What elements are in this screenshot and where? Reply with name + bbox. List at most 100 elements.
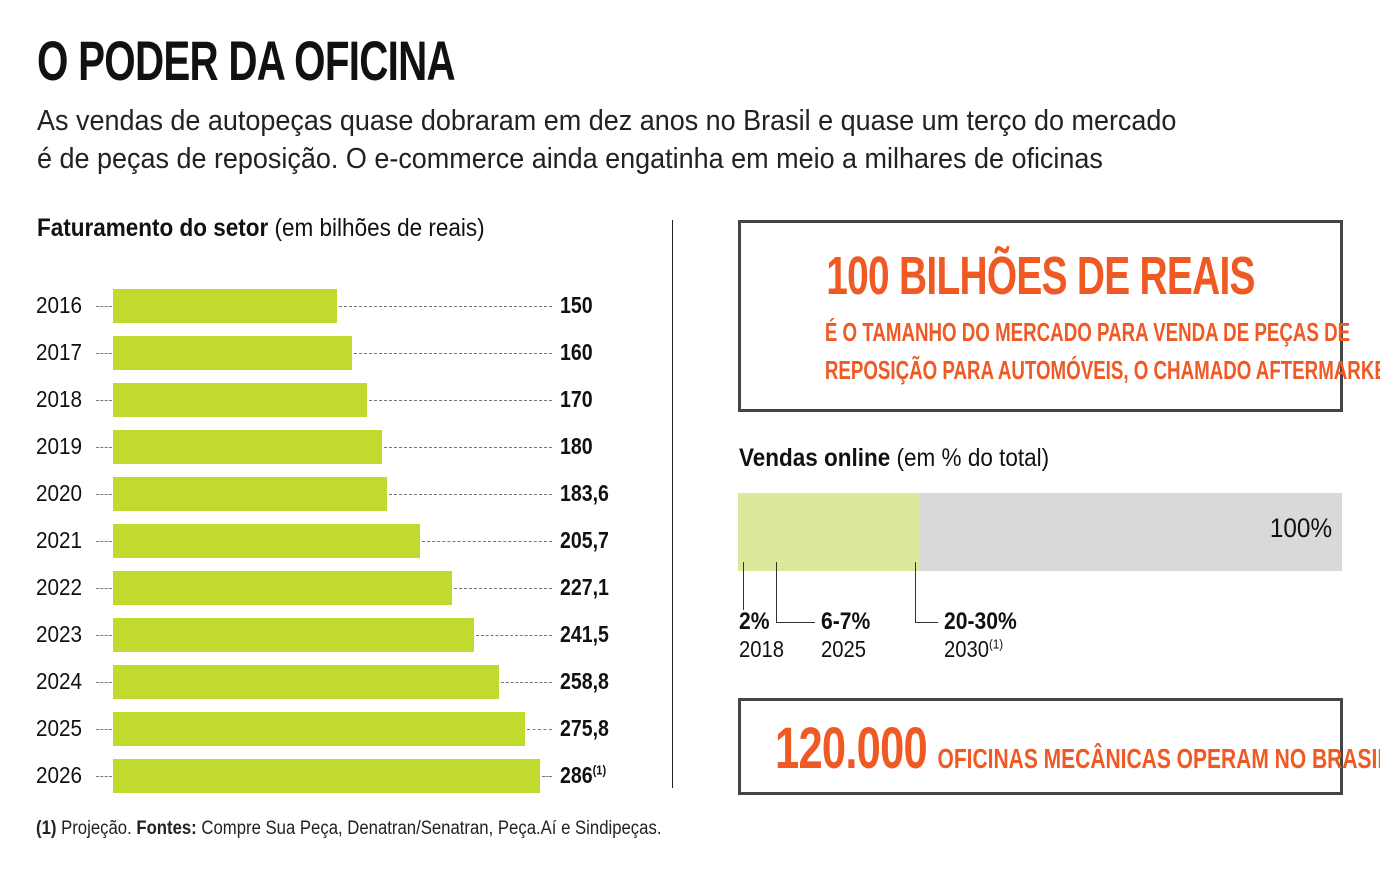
online-stacked-bar: 100% (738, 493, 1342, 571)
year-label: 2017 (36, 339, 83, 365)
leader-line (96, 776, 112, 777)
leader-line (96, 447, 112, 448)
divider (672, 220, 673, 788)
revenue-bar (113, 618, 474, 652)
revenue-bar (113, 430, 382, 464)
year-label: 2024 (36, 668, 83, 694)
value-label: 241,5 (560, 621, 609, 648)
callout-line (743, 562, 744, 610)
revenue-bar (113, 383, 367, 417)
value-label: 227,1 (560, 574, 609, 601)
leader-line (475, 635, 552, 636)
callout-line (776, 622, 815, 623)
value-label: 275,8 (560, 715, 609, 742)
value-text: 150 (560, 292, 593, 318)
leader-line (96, 353, 112, 354)
online-label-2025: 6-7% 2025 (821, 608, 870, 663)
value-text: 205,7 (560, 527, 609, 553)
value-text: 275,8 (560, 715, 609, 741)
callout-line (915, 562, 917, 622)
value-label: 183,6 (560, 480, 609, 507)
year-label: 2026 (36, 762, 83, 788)
subtitle: As vendas de autopeças quase dobraram em… (37, 102, 1176, 178)
year: 2018 (739, 636, 785, 662)
leader-line (338, 306, 552, 307)
value-label: 258,8 (560, 668, 609, 695)
workshops-box: 120.000 OFICINAS MECÂNICAS OPERAM NO BRAS… (738, 698, 1380, 795)
year: 2025 (821, 636, 867, 662)
segment-2030 (738, 493, 920, 571)
leader-line (96, 541, 112, 542)
leader-line (501, 682, 552, 683)
leader-line (383, 447, 552, 448)
value-text: 286 (560, 762, 593, 788)
workshops-text: OFICINAS MECÂNICAS OPERAM NO BRASIL (937, 743, 1380, 774)
total-label: 100% (1269, 513, 1332, 543)
revenue-title: Faturamento do setor (37, 214, 269, 242)
revenue-bar (113, 712, 525, 746)
aftermarket-headline: 100 BILHÕES DE REAIS (826, 246, 1255, 306)
value-text: 180 (560, 433, 593, 459)
year: 2030 (944, 636, 990, 662)
footnote: (1) Projeção. Fontes: Compre Sua Peça, D… (36, 818, 661, 840)
value-label: 180 (560, 433, 593, 460)
leader-line (96, 400, 112, 401)
revenue-bar (113, 336, 352, 370)
value-label: 160 (560, 339, 593, 366)
year-label: 2021 (36, 527, 83, 553)
value-text: 258,8 (560, 668, 609, 694)
year-label: 2019 (36, 433, 83, 459)
revenue-bar (113, 665, 500, 699)
sources-label: Fontes: (136, 818, 197, 839)
aftermarket-line-2: REPOSIÇÃO PARA AUTOMÓVEIS, O CHAMADO AFT… (824, 355, 1380, 385)
value-text: 170 (560, 386, 593, 412)
leader-line (541, 776, 552, 777)
revenue-chart-title: Faturamento do setor (em bilhões de reai… (37, 214, 485, 243)
online-chart-title: Vendas online (em % do total) (739, 444, 1049, 473)
year-label: 2025 (36, 715, 83, 741)
share-value: 6-7% (821, 608, 871, 635)
subtitle-line-2: é de peças de reposição. O e-commerce ai… (37, 143, 1103, 175)
footnote-note: Projeção. (56, 818, 137, 839)
value-text: 241,5 (560, 621, 609, 647)
online-label-2030: 20-30% 2030(1) (944, 608, 1017, 663)
leader-line (526, 729, 552, 730)
value-text: 227,1 (560, 574, 609, 600)
share-value: 2% (739, 608, 770, 635)
leader-line (422, 541, 552, 542)
revenue-bar (113, 524, 421, 558)
share-value: 20-30% (944, 608, 1017, 635)
year-label: 2018 (36, 386, 83, 412)
aftermarket-box: 100 BILHÕES DE REAIS É O TAMANHO DO MERC… (738, 220, 1380, 412)
value-label: 170 (560, 386, 593, 413)
leader-line (96, 682, 112, 683)
year-label: 2022 (36, 574, 83, 600)
leader-line (96, 494, 112, 495)
footnote-mark: (1) (36, 818, 57, 839)
leader-line (96, 306, 112, 307)
revenue-bar (113, 759, 540, 793)
subtitle-line-1: As vendas de autopeças quase dobraram em… (37, 105, 1177, 137)
revenue-bar (113, 571, 453, 605)
note-mark: (1) (989, 636, 1004, 652)
leader-line (454, 588, 552, 589)
value-text: 160 (560, 339, 593, 365)
value-label: 286(1) (560, 762, 606, 789)
page-title: O PODER DA OFICINA (37, 29, 456, 92)
aftermarket-line-1: É O TAMANHO DO MERCADO PARA VENDA DE PEÇ… (824, 317, 1351, 347)
leader-line (368, 400, 552, 401)
online-unit: (em % do total) (896, 444, 1050, 472)
callout-line (915, 622, 938, 623)
year-label: 2020 (36, 480, 83, 506)
leader-line (353, 353, 552, 354)
leader-line (389, 494, 552, 495)
revenue-bar (113, 477, 388, 511)
sources-text: Compre Sua Peça, Denatran/Senatran, Peça… (196, 818, 662, 839)
leader-line (96, 635, 112, 636)
leader-line (96, 729, 112, 730)
value-label: 150 (560, 292, 593, 319)
callout-line (776, 562, 778, 622)
revenue-unit: (em bilhões de reais) (274, 214, 485, 242)
workshops-number: 120.000 (775, 716, 928, 781)
